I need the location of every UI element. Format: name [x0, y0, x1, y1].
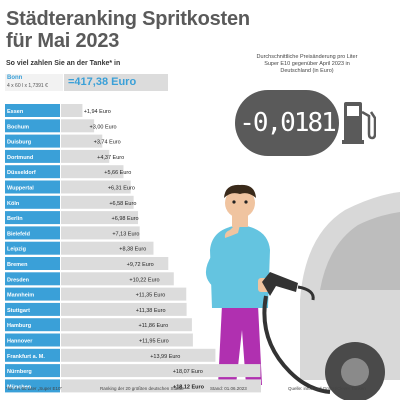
category-label-box	[5, 211, 60, 225]
bar	[61, 165, 124, 179]
car-silhouette	[300, 192, 400, 400]
data-label: +1,94 Euro	[84, 109, 111, 115]
bar	[61, 302, 187, 316]
category-label: Duisburg	[7, 140, 31, 146]
data-label: +18,07 Euro	[173, 369, 203, 375]
bar	[61, 226, 140, 240]
bonn-total-bar: =417,38 Euro	[64, 74, 168, 91]
category-label-box	[5, 302, 60, 316]
data-label: +7,13 Euro	[112, 231, 139, 237]
category-label-box	[5, 241, 60, 255]
footer-date: Stand: 01.06.2023	[210, 386, 247, 391]
category-label-box	[5, 134, 60, 148]
category-label-box	[5, 195, 60, 209]
bar	[61, 287, 187, 301]
data-label: +11,95 Euro	[139, 339, 169, 345]
bar	[61, 257, 169, 270]
data-label: +3,74 Euro	[94, 140, 121, 146]
data-label: +11,38 Euro	[136, 308, 166, 314]
category-label-box	[5, 165, 60, 179]
bar	[61, 104, 83, 117]
category-label: Wuppertal	[7, 186, 34, 192]
data-label: +8,38 Euro	[119, 247, 146, 253]
data-label: +5,66 Euro	[104, 170, 131, 176]
category-label-box	[5, 257, 60, 270]
category-label-box	[5, 348, 60, 362]
title-line-2: für Mai 2023	[6, 30, 120, 52]
category-label-box	[5, 149, 60, 163]
category-label-box	[5, 333, 60, 347]
category-label: Hannover	[7, 339, 33, 345]
bar	[61, 379, 261, 393]
category-label-box	[5, 180, 60, 194]
data-label: +18,12 Euro	[173, 384, 205, 390]
price-change-annotation: Durchschnittliche Preisänderung pro Lite…	[256, 54, 358, 74]
category-label: Dresden	[7, 277, 30, 283]
price-change-value: -0,0181	[239, 108, 337, 138]
category-label-box	[5, 364, 60, 378]
data-label: +6,98 Euro	[112, 216, 139, 222]
category-label-box	[5, 104, 60, 117]
bar	[61, 195, 134, 209]
category-label: Berlin	[7, 216, 23, 222]
category-label-box	[5, 119, 60, 133]
bar	[61, 333, 193, 347]
data-label: +11,86 Euro	[138, 323, 168, 329]
bar	[61, 134, 103, 148]
bar	[61, 364, 261, 378]
data-label: +6,31 Euro	[108, 186, 135, 192]
footer-ranking: Ranking der 20 größten deutschen Städte	[100, 386, 184, 391]
bar	[61, 180, 131, 194]
category-label-box	[5, 272, 60, 286]
category-label: Dortmund	[7, 155, 33, 161]
category-label-box	[5, 318, 60, 332]
data-label: +11,35 Euro	[136, 293, 166, 299]
footer-note: *für 4 x 60 Liter „Super E10“	[6, 386, 63, 391]
data-label: +9,72 Euro	[127, 262, 154, 268]
category-label-box	[5, 226, 60, 240]
bar	[61, 149, 110, 163]
category-label: Köln	[7, 201, 20, 207]
bar	[61, 241, 154, 255]
category-label: München	[7, 384, 32, 390]
category-label: Nürnberg	[7, 369, 32, 375]
price-change-counter: -0,0181	[235, 90, 339, 156]
bar	[61, 119, 95, 133]
category-label: Bielefeld	[7, 231, 30, 237]
category-label: Hamburg	[7, 323, 31, 329]
data-label: +13,99 Euro	[150, 354, 180, 360]
category-label: Bochum	[7, 124, 29, 130]
category-label: Mannheim	[7, 293, 34, 299]
bar	[61, 272, 174, 286]
data-label: +6,58 Euro	[109, 201, 136, 207]
category-label-box	[5, 287, 60, 301]
category-label-box	[5, 379, 60, 393]
category-label: Stuttgart	[7, 308, 30, 314]
data-label: +10,22 Euro	[129, 277, 159, 283]
category-label: Frankfurt a. M.	[7, 354, 45, 360]
bonn-total-value: =417,38 Euro	[68, 76, 137, 88]
title-line-1: Städteranking Spritkosten	[6, 8, 250, 30]
footer-source: Quelle: infoRoad GmbH/Clever Tanken	[288, 386, 366, 391]
bar	[61, 318, 192, 332]
category-label: Bremen	[7, 262, 28, 268]
person-with-fuel-nozzle	[205, 184, 331, 394]
category-label: Leipzig	[7, 247, 26, 253]
bonn-formula: 4 x 60 l x 1,7391 €	[7, 83, 48, 89]
bar	[61, 211, 139, 225]
data-label: +4,37 Euro	[97, 155, 124, 161]
subtitle: So viel zahlen Sie an der Tanke* in	[6, 60, 121, 67]
category-label: Düsseldorf	[7, 170, 36, 176]
fuel-pump-icon	[342, 102, 376, 144]
bonn-city-label: Bonn	[7, 75, 23, 81]
data-label: +3,00 Euro	[90, 124, 117, 130]
category-label: Essen	[7, 109, 24, 115]
bonn-label-box: Bonn 4 x 60 l x 1,7391 €	[5, 74, 63, 91]
bar	[61, 348, 216, 362]
